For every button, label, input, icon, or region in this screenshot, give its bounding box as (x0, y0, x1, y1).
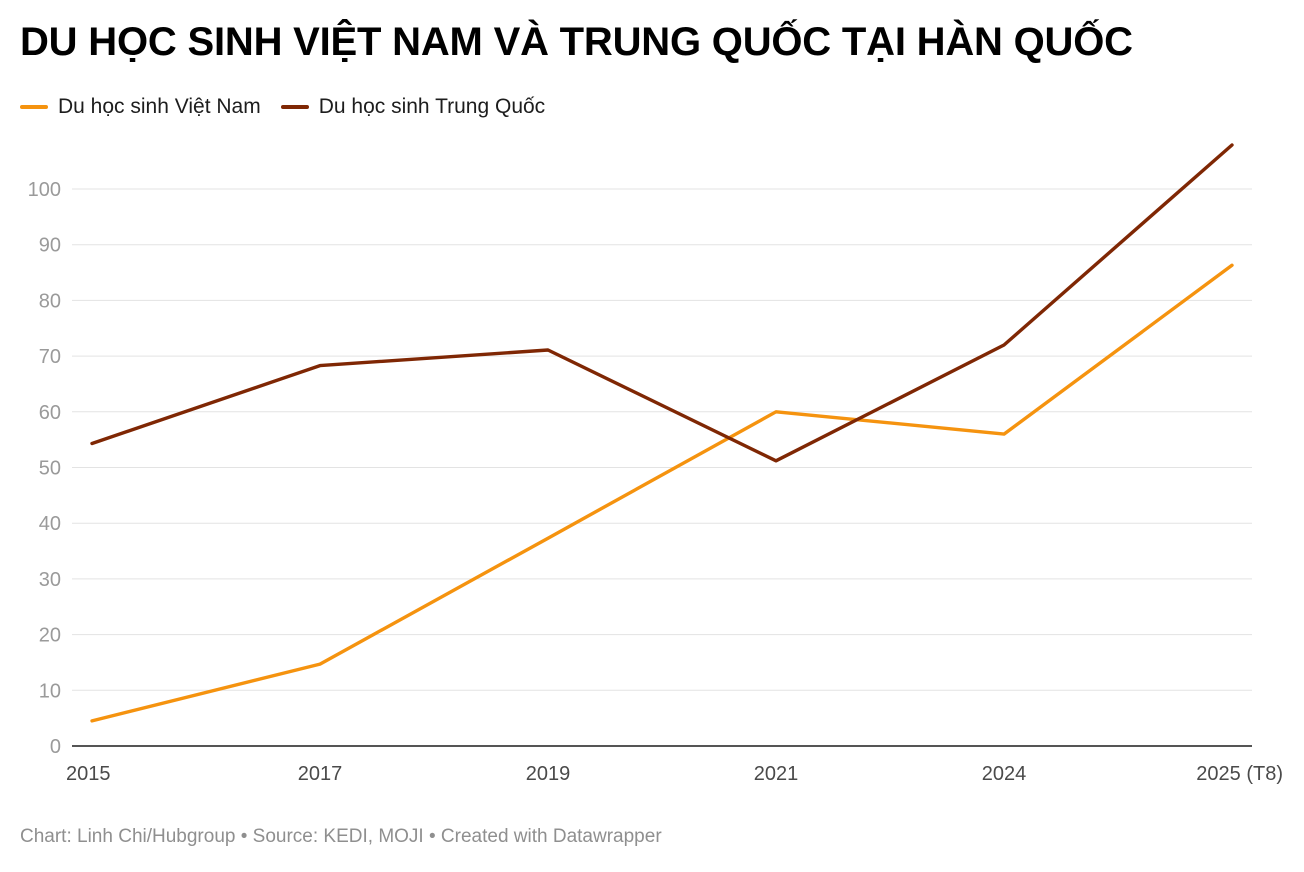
x-tick-label: 2019 (526, 763, 571, 785)
y-tick-label: 20 (39, 625, 61, 647)
legend-item-china: Du học sinh Trung Quốc (280, 95, 546, 119)
data-point-china-1 (318, 364, 322, 368)
data-point-china-5 (1230, 143, 1234, 147)
legend: Du học sinh Việt Nam Du học sinh Trung Q… (20, 95, 565, 119)
y-tick-label: 90 (39, 235, 61, 257)
y-tick-label: 80 (39, 290, 61, 312)
y-tick-label: 50 (39, 458, 61, 480)
line-chart: 0 10 20 30 40 50 60 70 80 90 100 2015 2017 2019 2021 20… (28, 143, 1283, 785)
data-point-china-0 (90, 442, 94, 446)
y-tick-label: 70 (39, 346, 61, 368)
x-tick-label: 2024 (982, 763, 1027, 785)
y-tick-label: 100 (28, 179, 61, 201)
data-point-china-4 (1002, 343, 1006, 347)
x-tick-label: 2021 (754, 763, 799, 785)
x-tick-label: 2015 (66, 763, 111, 785)
data-point-china-3 (774, 459, 778, 463)
chart-footer: Chart: Linh Chi/Hubgroup • Source: KEDI,… (20, 826, 662, 847)
x-tick-label: 2025 (T8) (1196, 763, 1283, 785)
series-line-china (90, 143, 1234, 463)
y-tick-label: 0 (50, 736, 61, 758)
legend-label-china: Du học sinh Trung Quốc (318, 95, 546, 118)
legend-swatch-vietnam (20, 105, 48, 109)
data-point-vietnam-4 (1002, 432, 1006, 436)
data-point-vietnam-1 (318, 662, 322, 666)
legend-label-vietnam: Du học sinh Việt Nam (58, 95, 261, 118)
x-tick-label: 2017 (298, 763, 343, 785)
data-point-vietnam-2 (546, 536, 550, 540)
chart-title: DU HỌC SINH VIỆT NAM VÀ TRUNG QUỐC TẠI H… (20, 20, 1133, 64)
legend-item-vietnam: Du học sinh Việt Nam (20, 95, 261, 119)
y-tick-label: 10 (39, 680, 61, 702)
data-point-vietnam-0 (90, 719, 94, 723)
data-point-vietnam-5 (1230, 263, 1234, 267)
series-line-vietnam (90, 263, 1234, 723)
y-tick-label: 60 (39, 402, 61, 424)
data-point-china-2 (546, 348, 550, 352)
y-tick-label: 40 (39, 513, 61, 535)
y-tick-label: 30 (39, 569, 61, 591)
data-point-vietnam-3 (774, 410, 778, 414)
legend-swatch-china (280, 105, 309, 109)
